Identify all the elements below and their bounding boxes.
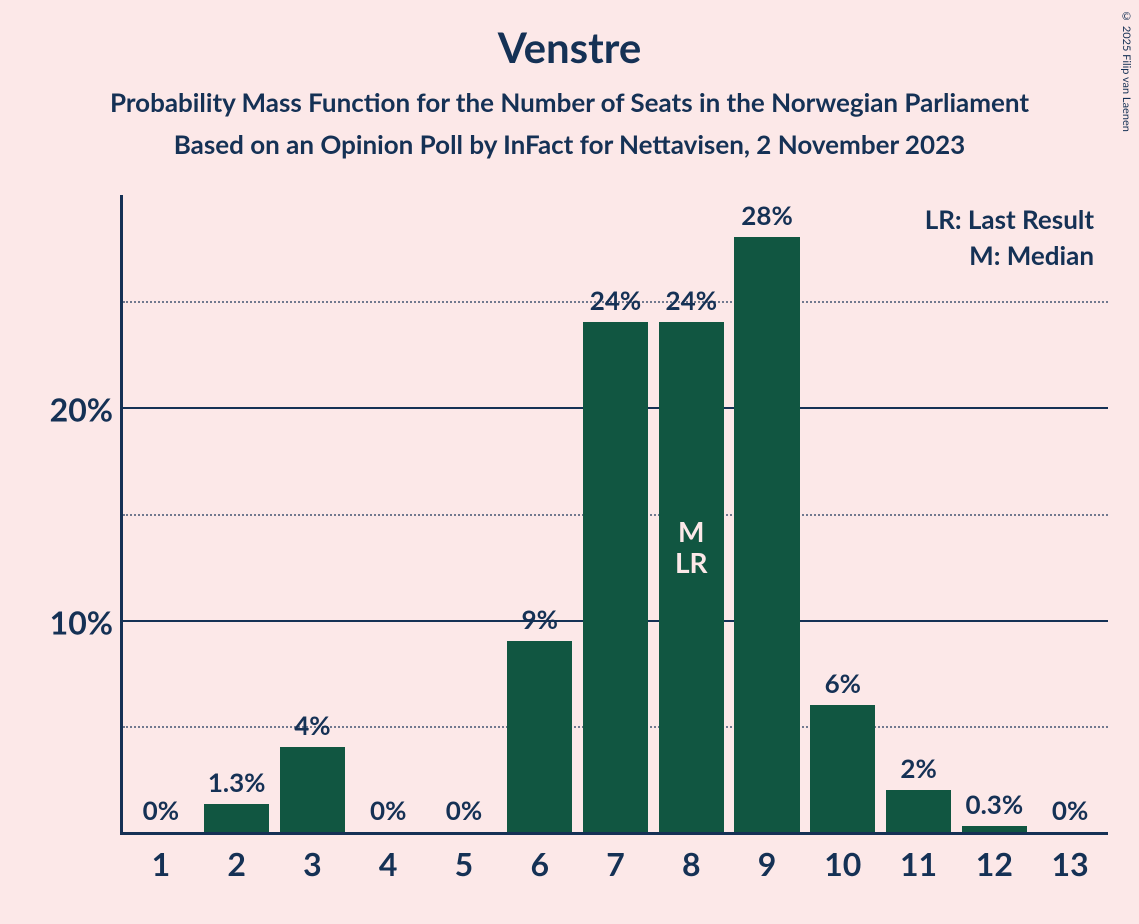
bar-value-label: 28% [734, 199, 799, 237]
y-axis-label: 10% [50, 602, 123, 641]
bar-value-label: 9% [507, 603, 572, 641]
legend-lr: LR: Last Result [925, 201, 1094, 237]
x-axis-label: 10 [824, 832, 861, 883]
bar: 28% [734, 237, 799, 832]
chart-title: Venstre [0, 0, 1139, 72]
x-axis-label: 13 [1052, 832, 1089, 883]
bar: 24% [583, 322, 648, 832]
bar-value-label: 24% [659, 284, 724, 322]
bar-value-label: 0.3% [962, 788, 1027, 826]
bar: 0.3% [962, 826, 1027, 832]
bar: 6% [810, 705, 875, 832]
legend: LR: Last Result M: Median [925, 201, 1094, 274]
x-axis-label: 3 [303, 832, 322, 883]
bar-marker-label: MLR [659, 516, 724, 578]
bar-value-label: 0% [431, 794, 496, 832]
x-axis-label: 12 [976, 832, 1013, 883]
bar: 1.3% [204, 804, 269, 832]
bar: 2% [886, 790, 951, 832]
x-axis-label: 11 [900, 832, 937, 883]
bar: 9% [507, 641, 572, 832]
bar-value-label: 2% [886, 752, 951, 790]
bar-value-label: 0% [356, 794, 421, 832]
bar-value-label: 1.3% [204, 766, 269, 804]
chart-container: LR: Last Result M: Median 10%20%0%11.3%2… [40, 195, 1120, 895]
chart-subtitle-2: Based on an Opinion Poll by InFact for N… [0, 118, 1139, 160]
x-axis-label: 1 [152, 832, 171, 883]
bar-value-label: 4% [280, 709, 345, 747]
plot-area: LR: Last Result M: Median 10%20%0%11.3%2… [120, 195, 1108, 835]
legend-m: M: Median [925, 237, 1094, 273]
bar-value-label: 6% [810, 667, 875, 705]
copyright-text: © 2025 Filip van Laenen [1120, 10, 1133, 132]
x-axis-label: 7 [606, 832, 625, 883]
x-axis-label: 9 [758, 832, 777, 883]
bar: 4% [280, 747, 345, 832]
x-axis-label: 6 [530, 832, 549, 883]
x-axis-label: 5 [455, 832, 474, 883]
bar-value-label: 0% [1038, 794, 1103, 832]
chart-subtitle-1: Probability Mass Function for the Number… [0, 72, 1139, 118]
bar-value-label: 0% [128, 794, 193, 832]
x-axis-label: 4 [379, 832, 398, 883]
x-axis-label: 2 [227, 832, 246, 883]
x-axis-label: 8 [682, 832, 701, 883]
bar: 24%MLR [659, 322, 724, 832]
y-axis-label: 20% [50, 390, 123, 429]
bar-value-label: 24% [583, 284, 648, 322]
